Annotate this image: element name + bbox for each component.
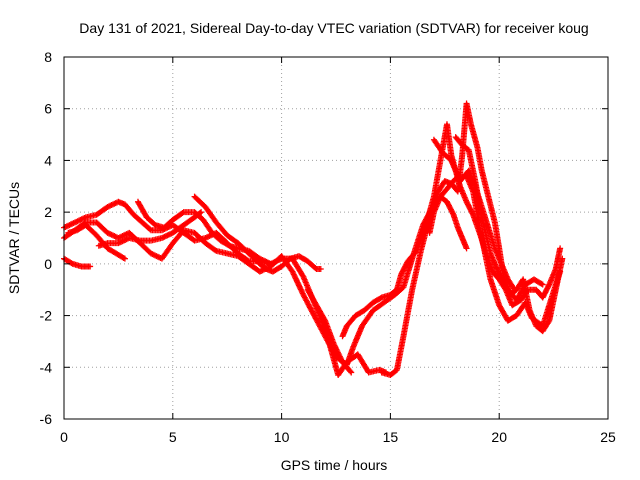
data-point: [545, 282, 552, 289]
series-trace-3: [61, 255, 94, 270]
data-point: [317, 266, 324, 273]
data-point: [539, 281, 546, 288]
series-trace-5: [95, 209, 205, 249]
y-tick-label: -6: [40, 411, 53, 427]
x-tick-label: 0: [60, 429, 68, 445]
series-trace-7: [191, 193, 324, 275]
series-trace-11: [426, 193, 470, 252]
plot-frame: [63, 56, 609, 420]
data-point: [557, 245, 564, 252]
data-point: [511, 286, 518, 293]
data-point: [538, 280, 545, 287]
x-tick-label: 5: [169, 429, 177, 445]
x-tick-label: 15: [383, 429, 399, 445]
y-tick-label: 8: [44, 49, 52, 65]
data-point: [449, 210, 456, 217]
data-point: [469, 210, 476, 217]
y-tick-label: -4: [40, 359, 53, 375]
data-point: [377, 295, 384, 302]
x-tick-label: 25: [600, 429, 616, 445]
chart-title: Day 131 of 2021, Sidereal Day-to-day VTE…: [79, 20, 588, 36]
data-point: [510, 285, 517, 292]
series-trace-13: [452, 134, 546, 304]
data-point: [348, 369, 355, 376]
y-tick-label: 2: [44, 204, 52, 220]
data-point: [121, 255, 128, 262]
data-point: [179, 210, 186, 217]
y-axis-label: SDTVAR / TECUs: [6, 182, 22, 294]
data-points: [61, 100, 566, 379]
y-tick-label: 4: [44, 152, 52, 168]
data-point: [463, 245, 470, 252]
data-point: [198, 209, 205, 216]
data-point: [545, 319, 552, 326]
y-tick-label: 0: [44, 256, 52, 272]
data-point: [212, 247, 219, 254]
data-point: [225, 242, 232, 249]
data-point: [267, 260, 274, 267]
y-tick-label: -2: [40, 308, 53, 324]
series-trace-4: [65, 222, 128, 262]
x-tick-label: 10: [274, 429, 290, 445]
series-trace-10: [378, 100, 566, 379]
data-point: [120, 254, 127, 261]
data-point: [321, 316, 328, 323]
data-point: [68, 260, 75, 267]
data-point: [87, 263, 94, 270]
data-point: [347, 368, 354, 375]
series-trace-8: [304, 286, 355, 376]
axis-ticks: 0 5 10 15 20 25 -6 -4 -2 0 2 4 6 8: [40, 49, 616, 445]
y-tick-label: 6: [44, 101, 52, 117]
data-point: [559, 255, 566, 262]
x-axis-label: GPS time / hours: [281, 457, 388, 473]
x-tick-label: 20: [491, 429, 507, 445]
